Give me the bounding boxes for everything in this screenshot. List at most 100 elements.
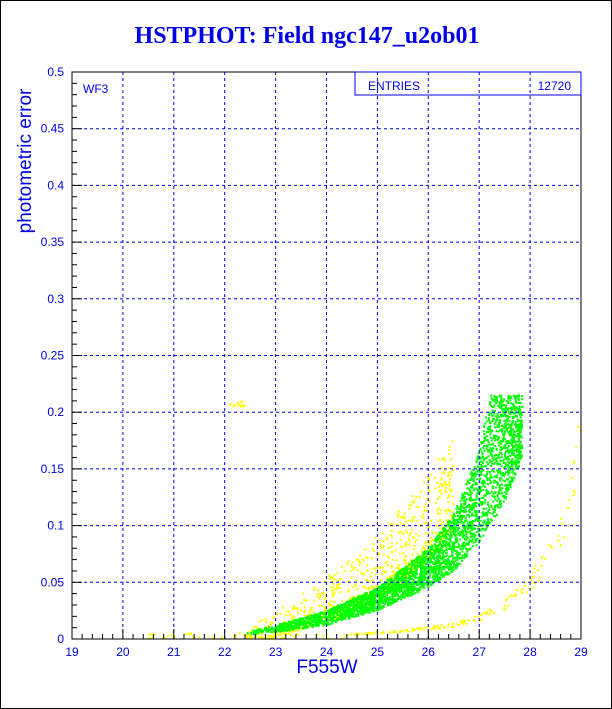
green-point	[423, 551, 426, 554]
green-point	[489, 436, 492, 439]
green-point	[493, 506, 496, 509]
green-point	[511, 480, 514, 483]
green-point	[475, 498, 478, 501]
green-point	[459, 521, 462, 524]
green-point	[289, 623, 292, 626]
green-point	[391, 589, 394, 592]
green-point	[360, 599, 363, 602]
green-point	[471, 472, 474, 475]
yellow-point	[533, 567, 536, 570]
green-point	[261, 631, 264, 634]
green-point	[343, 605, 346, 608]
yellow-point	[354, 585, 357, 588]
green-point	[464, 555, 467, 558]
green-point	[298, 623, 301, 626]
green-point	[452, 557, 455, 560]
green-point	[384, 583, 387, 586]
green-point	[496, 457, 499, 460]
green-point	[508, 424, 511, 427]
green-point	[520, 428, 523, 431]
green-point	[414, 575, 417, 578]
yellow-point	[485, 612, 488, 615]
yellow-point	[408, 543, 411, 546]
green-point	[463, 541, 466, 544]
green-point	[465, 553, 468, 556]
green-point	[332, 612, 335, 615]
green-point	[472, 532, 475, 535]
green-point	[479, 447, 482, 450]
yellow-point	[524, 581, 527, 584]
green-point	[350, 601, 353, 604]
green-point	[490, 439, 493, 442]
green-point	[421, 564, 424, 567]
green-point	[515, 426, 518, 429]
green-point	[460, 556, 463, 559]
green-point	[467, 487, 470, 490]
green-point	[349, 602, 352, 605]
green-point	[520, 444, 523, 447]
yellow-point	[416, 553, 419, 556]
green-point	[412, 587, 415, 590]
green-point	[390, 589, 393, 592]
green-point	[395, 594, 398, 597]
green-point	[437, 550, 440, 553]
green-point	[422, 562, 425, 565]
green-point	[493, 422, 496, 425]
yellow-point	[258, 636, 261, 639]
green-point	[463, 529, 466, 532]
green-point	[365, 606, 368, 609]
x-axis-label: F555W	[296, 657, 357, 678]
green-point	[414, 567, 417, 570]
green-point	[316, 620, 319, 623]
green-point	[474, 475, 477, 478]
green-point	[504, 415, 507, 418]
green-point	[415, 569, 418, 572]
yellow-point	[396, 523, 399, 526]
green-point	[416, 580, 419, 583]
green-point	[405, 573, 408, 576]
green-point	[478, 491, 481, 494]
green-point	[499, 440, 502, 443]
yellow-point	[410, 504, 413, 507]
green-point	[490, 454, 493, 457]
green-point	[305, 626, 308, 629]
green-point	[448, 572, 451, 575]
yellow-point	[442, 537, 445, 540]
green-point	[457, 520, 460, 523]
green-point	[435, 545, 438, 548]
green-point	[505, 458, 508, 461]
yellow-point	[290, 617, 293, 620]
green-point	[375, 601, 378, 604]
green-point	[386, 581, 389, 584]
green-point	[408, 575, 411, 578]
green-point	[409, 588, 412, 591]
green-point	[493, 398, 496, 401]
green-point	[445, 570, 448, 573]
green-point	[406, 585, 409, 588]
green-point	[391, 585, 394, 588]
green-point	[510, 430, 513, 433]
green-point	[343, 602, 346, 605]
yellow-point	[381, 570, 384, 573]
yellow-point	[402, 532, 405, 535]
green-point	[322, 611, 325, 614]
green-point	[362, 594, 365, 597]
yellow-point	[523, 585, 526, 588]
yellow-point	[364, 586, 367, 589]
yellow-point	[375, 585, 378, 588]
green-point	[439, 531, 442, 534]
yellow-point	[416, 559, 419, 562]
yellow-point	[313, 586, 316, 589]
green-point	[496, 469, 499, 472]
yellow-point	[448, 466, 451, 469]
green-point	[440, 568, 443, 571]
yellow-point	[530, 578, 533, 581]
yellow-point	[442, 521, 445, 524]
yellow-point	[515, 595, 518, 598]
green-point	[463, 525, 466, 528]
green-point	[516, 434, 519, 437]
yellow-point	[537, 569, 540, 572]
yellow-point	[398, 631, 401, 634]
green-point	[516, 407, 519, 410]
green-point	[376, 608, 379, 611]
